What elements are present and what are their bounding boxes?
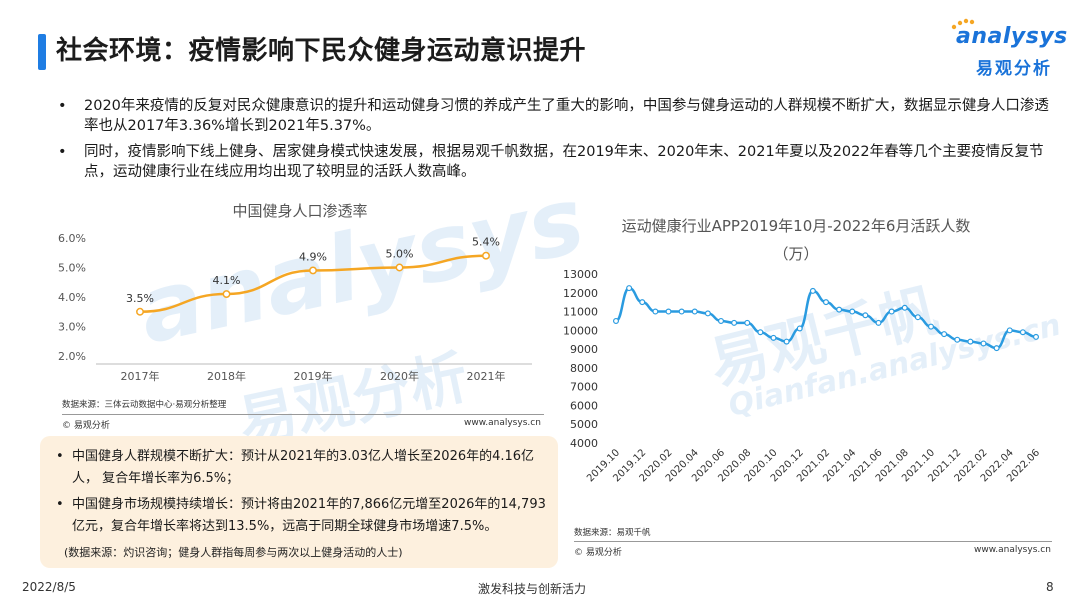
data-point — [967, 338, 974, 345]
x-tick-label: 2018年 — [207, 369, 246, 383]
bullet-dot-icon: • — [56, 449, 64, 464]
footer-slogan: 激发科技与创新活力 — [478, 582, 587, 596]
data-point — [1019, 329, 1026, 336]
data-label: 5.4% — [472, 236, 500, 249]
intro-bullet: 同时，疫情影响下线上健身、居家健身模式快速发展，根据易观千帆数据，在2019年末… — [54, 142, 1054, 182]
data-point — [222, 290, 231, 299]
data-point — [980, 340, 987, 347]
intro-bullets: 2020年来疫情的反复对民众健康意识的提升和运动健身习惯的养成产生了重大的影响，… — [54, 96, 1054, 188]
data-point — [914, 314, 921, 321]
data-point — [809, 287, 816, 294]
left-chart-website: www.analysys.cn — [464, 418, 541, 428]
y-tick-label: 4.0% — [58, 291, 86, 304]
y-tick-label: 12000 — [563, 287, 598, 300]
y-tick-label: 13000 — [563, 268, 598, 281]
data-point — [612, 317, 619, 324]
y-tick-label: 8000 — [570, 362, 598, 375]
y-tick-label: 2.0% — [58, 350, 86, 363]
left-chart-copyright: © 易观分析 — [62, 421, 110, 431]
note-text: 中国健身人群规模不断扩大：预计从2021年的3.03亿人增长至2026年的4.1… — [72, 449, 535, 486]
data-point — [757, 329, 764, 336]
x-tick-label: 2019年 — [294, 369, 333, 383]
data-point — [652, 308, 659, 315]
data-point — [626, 285, 633, 292]
notes-source: (数据来源：灼识咨询；健身人群指每周参与两次以上健身活动的人士) — [64, 546, 403, 559]
penetration-line-chart: 6.0% 5.0% 4.0% 3.0% 2.0% 3.5% 2017年 4.1% 2018年 4.… — [58, 232, 532, 383]
logo-text-en: analysys — [956, 24, 1068, 49]
page-title: 社会环境：疫情影响下民众健身运动意识提升 — [56, 36, 587, 66]
data-point — [136, 307, 144, 316]
data-point — [482, 251, 490, 260]
left-chart-title: 中国健身人口渗透率 — [232, 202, 368, 220]
data-point — [1033, 333, 1040, 340]
bullet-dot-icon: • — [56, 497, 64, 512]
data-point — [823, 299, 830, 306]
notes-box: • 中国健身人群规模不断扩大：预计从2021年的3.03亿人增长至2026年的4… — [40, 436, 558, 568]
intro-bullet: 2020年来疫情的反复对民众健康意识的提升和运动健身习惯的养成产生了重大的影响，… — [54, 96, 1054, 136]
data-label: 5.0% — [386, 248, 414, 261]
left-chart-divider — [62, 414, 544, 415]
data-point — [836, 306, 843, 313]
active-users-series-line — [615, 286, 1037, 350]
y-tick-label: 5000 — [570, 418, 598, 431]
y-tick-label: 6000 — [570, 399, 598, 412]
data-label: 4.9% — [299, 250, 327, 263]
x-tick-label: 2017年 — [121, 369, 160, 383]
data-point — [888, 308, 895, 315]
data-point — [1006, 327, 1013, 334]
data-point — [862, 312, 869, 319]
data-point — [678, 308, 685, 315]
footer-date: 2022/8/5 — [22, 580, 76, 594]
data-point — [731, 319, 738, 326]
x-tick-label: 2021年 — [467, 369, 506, 383]
y-tick-label: 10000 — [563, 324, 598, 337]
note-text: 中国健身市场规模持续增长：预计将由2021年的7,866亿元增至2026年的14… — [72, 497, 546, 534]
data-label: 3.5% — [126, 292, 154, 305]
data-point — [783, 338, 790, 345]
note-item: • 中国健身市场规模持续增长：预计将由2021年的7,866亿元增至2026年的… — [56, 494, 551, 538]
data-point — [875, 319, 882, 326]
data-point — [901, 304, 908, 311]
y-tick-label: 9000 — [570, 343, 598, 356]
data-point — [639, 299, 646, 306]
y-tick-label: 7000 — [570, 381, 598, 394]
logo-dots-icon — [951, 18, 975, 30]
right-chart-source: 数据来源：易观千帆 — [574, 528, 651, 538]
y-tick-label: 4000 — [570, 437, 598, 450]
data-point — [770, 334, 777, 341]
title-accent-bar — [38, 34, 46, 70]
data-point — [744, 319, 751, 326]
data-point — [704, 310, 711, 317]
brand-logo: analysys 易观分析 — [946, 18, 1067, 80]
data-label: 4.1% — [213, 274, 241, 287]
data-point — [665, 308, 672, 315]
data-point — [928, 323, 935, 330]
data-point — [309, 266, 317, 275]
data-point — [718, 317, 725, 324]
y-tick-label: 6.0% — [58, 232, 86, 245]
left-chart-source: 数据来源：三体云动数据中心·易观分析整理 — [62, 400, 227, 410]
data-point — [691, 308, 698, 315]
right-chart-copyright: © 易观分析 — [574, 548, 622, 558]
x-tick-label: 2020年 — [380, 369, 419, 383]
note-item: • 中国健身人群规模不断扩大：预计从2021年的3.03亿人增长至2026年的4… — [56, 446, 551, 490]
data-point — [993, 345, 1000, 352]
penetration-series-line — [139, 254, 487, 313]
data-point — [796, 325, 803, 332]
data-point — [941, 331, 948, 338]
right-chart-title: 运动健康行业APP2019年10月-2022年6月活跃人数（万） — [621, 217, 971, 263]
y-tick-label: 5.0% — [58, 262, 86, 275]
right-chart-website: www.analysys.cn — [974, 545, 1051, 555]
y-tick-label: 3.0% — [58, 321, 86, 334]
page-number: 8 — [1046, 580, 1054, 594]
right-chart-divider — [574, 541, 1052, 542]
active-users-line-chart: 13000 12000 11000 10000 9000 8000 7000 6000 5000… — [563, 268, 1042, 484]
y-tick-label: 11000 — [563, 306, 598, 319]
data-point — [849, 308, 856, 315]
data-point — [395, 263, 404, 272]
data-point — [954, 336, 961, 343]
logo-text-cn: 易观分析 — [976, 59, 1052, 79]
